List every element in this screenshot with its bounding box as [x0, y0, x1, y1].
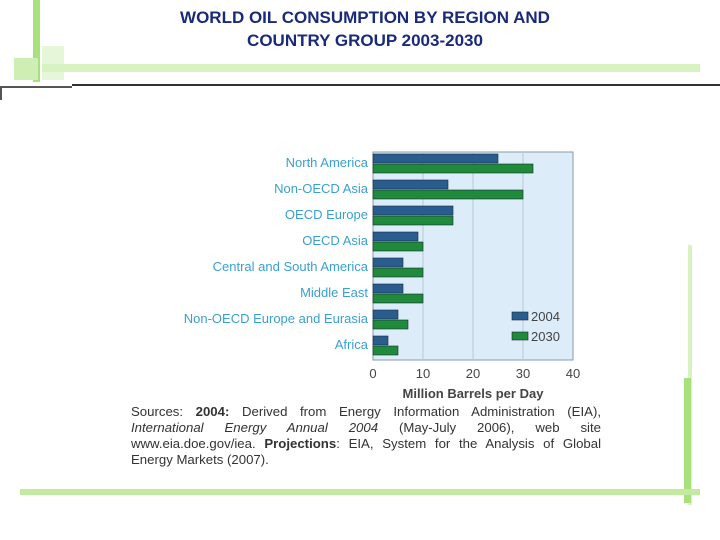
legend-label-2030: 2030	[531, 329, 560, 344]
bar-2030-4	[372, 267, 424, 278]
decor-line-top-dark	[72, 84, 720, 86]
decor-vertical-bar-left	[33, 0, 40, 82]
category-label-4: Central and South America	[213, 259, 369, 274]
x-ticks: 0 10 20 30 40	[369, 366, 580, 381]
category-label-5: Middle East	[300, 285, 368, 300]
x-tick-label-1: 10	[416, 366, 430, 381]
slide-title-line2: COUNTRY GROUP 2003-2030	[247, 31, 483, 50]
bar-2030-2	[372, 215, 454, 226]
bar-2004-6	[372, 309, 399, 320]
bar-2030-7	[372, 345, 399, 356]
decor-line-top-green	[42, 64, 700, 72]
legend-swatch-2030	[511, 331, 529, 341]
decor-box-left	[0, 86, 72, 100]
category-labels: North America Non-OECD Asia OECD Europe OEC…	[184, 155, 369, 352]
legend-label-2004: 2004	[531, 309, 560, 324]
bar-2004-7	[372, 335, 389, 346]
category-label-0: North America	[286, 155, 369, 170]
x-tick-label-2: 20	[466, 366, 480, 381]
bar-2030-1	[372, 189, 524, 200]
bar-2030-6	[372, 319, 409, 330]
bar-2004-3	[372, 231, 419, 242]
slide-title-line1: WORLD OIL CONSUMPTION BY REGION AND	[180, 8, 550, 27]
category-label-7: Africa	[335, 337, 369, 352]
decor-vertical-bar-right-b	[684, 378, 691, 503]
decor-square-inner	[14, 58, 38, 80]
decor-line-bottom	[20, 489, 700, 495]
bar-2004-2	[372, 205, 454, 216]
sources-text-1: Derived from Energy Information Administ…	[241, 404, 601, 419]
slide-title: WORLD OIL CONSUMPTION BY REGION AND COUN…	[90, 6, 640, 52]
sources-text-2: (May-July 2006), web site www.eia.doe.go…	[131, 420, 601, 451]
sources-2004-label: 2004:	[195, 404, 230, 419]
sources-note: Sources: 2004: Derived from Energy Infor…	[131, 404, 601, 468]
bars	[372, 153, 534, 356]
sources-publication: International Energy Annual 2004	[131, 420, 379, 435]
legend-swatch-2004	[511, 311, 529, 321]
bar-2004-5	[372, 283, 404, 294]
x-tick-label-0: 0	[369, 366, 376, 381]
bar-2004-0	[372, 153, 499, 164]
bar-2030-5	[372, 293, 424, 304]
decor-vertical-bar-right-a	[688, 245, 692, 505]
bar-2030-0	[372, 163, 534, 174]
x-tick-label-3: 30	[516, 366, 530, 381]
category-label-3: OECD Asia	[302, 233, 369, 248]
sources-label: Sources:	[131, 404, 184, 419]
bar-2004-1	[372, 179, 449, 190]
category-label-6: Non-OECD Europe and Eurasia	[184, 311, 369, 326]
x-tick-label-4: 40	[566, 366, 580, 381]
bar-2004-4	[372, 257, 404, 268]
legend: 2004 2030	[511, 309, 560, 344]
x-axis-label: Million Barrels per Day	[403, 386, 545, 401]
category-label-1: Non-OECD Asia	[274, 181, 369, 196]
bar-2030-3	[372, 241, 424, 252]
sources-text-3: : EIA, System for the Analysis of Global…	[131, 436, 601, 467]
category-label-2: OECD Europe	[285, 207, 368, 222]
sources-projections-label: Projections	[264, 436, 337, 451]
